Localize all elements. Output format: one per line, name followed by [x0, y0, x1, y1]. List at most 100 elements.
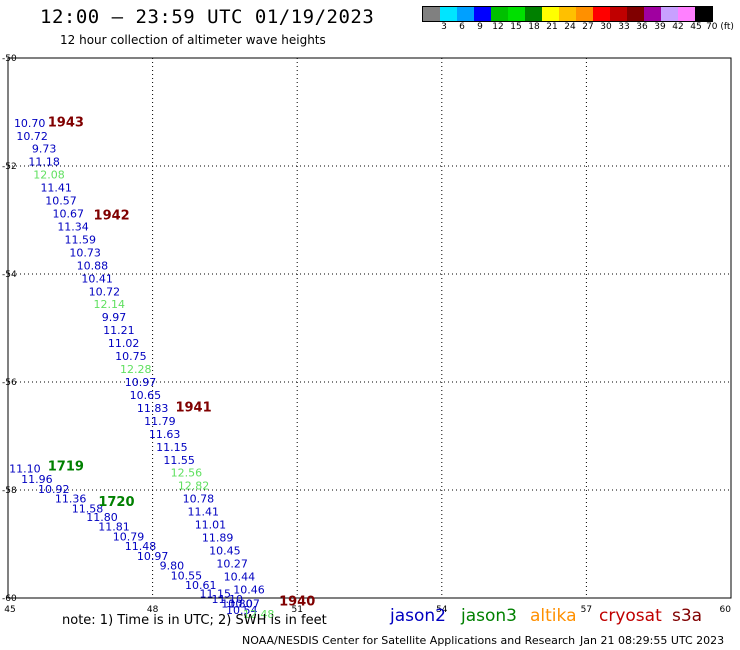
color-swatch: [491, 7, 508, 21]
wave-height-value: 10.54: [226, 604, 258, 617]
satellite-legend-jason2: jason2: [390, 606, 446, 626]
color-scale-label: 9: [477, 22, 483, 32]
color-swatch: [644, 7, 661, 21]
color-scale-label: 15: [510, 22, 522, 32]
color-swatch: [610, 7, 627, 21]
color-swatch: [423, 7, 440, 21]
wave-height-value: 9.80: [160, 560, 185, 573]
color-scale-label: 21: [546, 22, 558, 32]
color-swatch: [525, 7, 542, 21]
color-swatch: [440, 7, 457, 21]
y-tick-label: -50: [2, 54, 17, 64]
wave-height-value: 10.27: [216, 557, 248, 570]
x-tick-label: 51: [291, 605, 302, 615]
wave-height-value: 11.36: [55, 493, 87, 506]
wave-height-value: 12.48: [243, 608, 275, 621]
color-swatch: [474, 7, 491, 21]
wave-height-value: 11.96: [21, 473, 53, 486]
wave-height-value: 10.67: [53, 208, 85, 221]
wave-height-value: 11.48: [125, 540, 157, 553]
wave-height-value: 11.15: [156, 441, 188, 454]
track-time-label: 1942: [94, 209, 130, 224]
color-scale-label: 3: [441, 22, 447, 32]
wave-height-value: 10.44: [224, 570, 256, 583]
color-scale-bar: [422, 6, 713, 22]
x-tick-label: 57: [581, 605, 592, 615]
wave-height-value: 10.73: [69, 246, 101, 259]
wave-height-value: 10.97: [137, 550, 169, 563]
color-swatch: [695, 7, 712, 21]
track-time-label: 1943: [48, 116, 84, 131]
wave-height-value: 11.83: [137, 402, 169, 415]
color-scale-label: 39: [654, 22, 666, 32]
generated-timestamp: Jan 21 08:29:55 UTC 2023: [580, 634, 725, 647]
wave-height-value: 10.72: [89, 285, 121, 298]
page-subtitle: 12 hour collection of altimeter wave hei…: [60, 33, 326, 47]
credit-text: NOAA/NESDIS Center for Satellite Applica…: [242, 634, 576, 647]
color-scale-label: 30: [600, 22, 612, 32]
color-scale-label: 36: [636, 22, 648, 32]
color-scale-labels: 3 6 9 12 15 18 21 24 27 30 33 36 39 42 45 70 (ft): [422, 22, 734, 34]
wave-height-value: 11.59: [65, 233, 97, 246]
wave-height-value: 11.10: [9, 462, 41, 475]
wave-height-value: 10.97: [125, 376, 157, 389]
color-scale-label: 42: [672, 22, 684, 32]
color-scale-label: 24: [564, 22, 576, 32]
wave-height-value: 12.56: [171, 467, 203, 480]
wave-height-value: 11.34: [57, 220, 89, 233]
wave-height-value: 12.14: [93, 298, 125, 311]
track-time-label: 1941: [175, 400, 211, 415]
color-swatch: [593, 7, 610, 21]
wave-height-value: 10.07: [228, 597, 260, 610]
color-swatch: [661, 7, 678, 21]
color-swatch: [559, 7, 576, 21]
y-tick-label: -52: [2, 162, 17, 172]
wave-height-value: 11.41: [40, 182, 72, 195]
color-swatch: [678, 7, 695, 21]
wave-height-value: 11.18: [28, 156, 60, 169]
wave-height-value: 11.58: [72, 502, 104, 515]
wave-height-value: 10.61: [185, 579, 217, 592]
wave-height-value: 10.55: [171, 569, 203, 582]
color-scale-label: 18: [528, 22, 540, 32]
wave-height-value: 11.63: [149, 428, 181, 441]
track-time-label: 1720: [98, 495, 134, 510]
x-tick-label: 54: [436, 605, 448, 615]
wave-height-value: 10.75: [115, 350, 147, 363]
y-tick-label: -56: [2, 378, 17, 388]
color-scale-label: 70 (ft): [706, 22, 734, 32]
wave-height-value: 11.41: [187, 506, 219, 519]
wave-height-value: 10.72: [16, 130, 48, 143]
satellite-legend-cryosat: cryosat: [599, 606, 662, 626]
wave-height-value: 11.02: [108, 337, 140, 350]
wave-height-value: 10.46: [233, 583, 265, 596]
wave-height-value: 11.89: [202, 532, 234, 545]
wave-height-value: 10.80: [221, 597, 253, 610]
y-tick-label: -60: [2, 594, 17, 604]
wave-height-value: 11.80: [86, 511, 118, 524]
wave-height-value: 10.92: [38, 483, 70, 496]
wave-height-value: 12.82: [178, 480, 210, 493]
track-time-label: 1940: [279, 595, 315, 610]
wave-height-value: 12.28: [120, 363, 152, 376]
wave-height-value: 10.78: [183, 493, 215, 506]
color-scale-label: 6: [459, 22, 465, 32]
x-tick-label: 48: [147, 605, 159, 615]
wave-height-value: 12.08: [33, 169, 65, 182]
wave-height-value: 11.81: [98, 521, 130, 534]
color-swatch: [576, 7, 593, 21]
wave-height-value: 10.57: [45, 195, 77, 208]
page-title: 12:00 — 23:59 UTC 01/19/2023: [40, 6, 375, 28]
track-time-label: 1719: [48, 460, 84, 475]
wave-height-value: 11.15: [200, 588, 232, 601]
wave-height-value: 10.88: [77, 259, 109, 272]
wave-height-value: 10.79: [113, 530, 145, 543]
wave-height-value: 10.70: [14, 117, 46, 130]
wave-height-value: 11.55: [163, 454, 195, 467]
color-scale-label: 27: [582, 22, 594, 32]
wave-height-value: 11.21: [103, 324, 135, 337]
color-scale-label: 12: [492, 22, 504, 32]
wave-height-value: 10.45: [209, 544, 241, 557]
wave-height-value: 9.97: [102, 311, 127, 324]
wave-height-value: 11.01: [195, 519, 227, 532]
